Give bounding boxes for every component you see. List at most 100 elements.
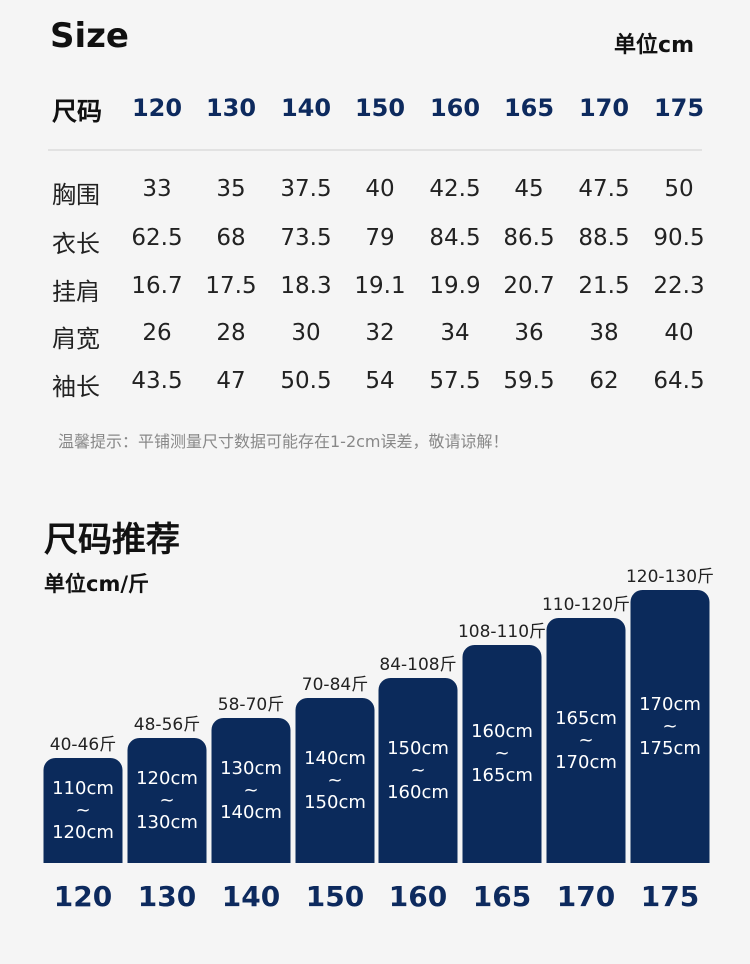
weight-range-label: 120-130斤	[625, 567, 715, 587]
height-from-label: 160cm	[471, 721, 533, 742]
measurement-cell: 64.5	[653, 368, 705, 394]
height-to-label: 120cm	[52, 821, 114, 843]
height-from-label: 150cm	[387, 737, 449, 759]
height-tilde: ~	[410, 759, 426, 781]
measurement-cell: 19.9	[429, 273, 481, 299]
measurement-cell: 40	[664, 320, 694, 346]
recommend-title: 尺码推荐	[44, 520, 180, 560]
measurement-cell: 47.5	[578, 176, 630, 202]
measurement-cell: 45	[514, 176, 544, 202]
recommend-size-label: 160	[388, 880, 448, 913]
measurement-row-label: 胸围	[52, 181, 100, 209]
measurement-row-label: 袖长	[52, 373, 100, 401]
measurement-cell: 42.5	[429, 176, 481, 202]
measurement-cell: 28	[216, 320, 246, 346]
recommend-size-label: 120	[53, 880, 113, 913]
measurement-cell: 68	[216, 225, 246, 251]
size-chart-title: Size	[50, 16, 129, 56]
height-to-label: 160cm	[387, 781, 449, 803]
height-tilde: ~	[662, 715, 678, 737]
height-from-label: 110cm	[52, 777, 114, 799]
recommend-bar: 130cm ~140cm	[211, 718, 291, 863]
recommend-size-label: 175	[640, 880, 700, 913]
height-tilde: ~	[327, 769, 343, 791]
size-header-cell: 175	[653, 94, 705, 122]
height-from-label: 170cm	[639, 693, 701, 715]
header-divider	[48, 149, 702, 151]
measurement-cell: 50	[664, 176, 694, 202]
recommend-bar: 110cm ~120cm	[43, 758, 123, 863]
weight-range-label: 84-108斤	[379, 655, 457, 675]
measurement-cell: 17.5	[205, 273, 257, 299]
recommend-size-label: 165	[472, 880, 532, 913]
measurement-cell: 38	[589, 320, 619, 346]
size-header-cell: 120	[131, 94, 183, 122]
measurement-cell: 73.5	[280, 225, 332, 251]
recommend-bar: 120cm ~130cm	[127, 738, 207, 863]
measurement-cell: 79	[365, 225, 395, 251]
height-from-label: 120cm	[136, 767, 198, 789]
weight-range-label: 48-56斤	[133, 715, 201, 735]
measurement-cell: 86.5	[503, 225, 555, 251]
height-to-label: 150cm	[304, 791, 366, 813]
weight-range-label: 40-46斤	[49, 735, 117, 755]
height-from-label: 140cm	[304, 747, 366, 769]
measurement-cell: 36	[514, 320, 544, 346]
recommend-bar: 165cm ~170cm	[546, 618, 626, 863]
recommend-bar: 140cm ~150cm	[295, 698, 375, 863]
measurement-cell: 88.5	[578, 225, 630, 251]
height-tilde: ~	[159, 789, 175, 811]
bar-height-range: 110cm ~120cm	[52, 778, 114, 844]
measurement-cell: 19.1	[354, 273, 406, 299]
size-header-cell: 130	[205, 94, 257, 122]
measurement-cell: 21.5	[578, 273, 630, 299]
measurement-cell: 37.5	[280, 176, 332, 202]
measurement-cell: 34	[440, 320, 470, 346]
measurement-cell: 18.3	[280, 273, 332, 299]
recommend-bar: 170cm ~175cm	[630, 590, 710, 863]
measurement-cell: 40	[365, 176, 395, 202]
measurement-cell: 20.7	[503, 273, 555, 299]
bar-height-range: 150cm ~160cm	[387, 738, 449, 804]
size-header-cell: 140	[280, 94, 332, 122]
measurement-cell: 32	[365, 320, 395, 346]
recommend-bar: 150cm ~160cm	[378, 678, 458, 863]
size-header-label: 尺码	[52, 97, 103, 126]
measurement-row-label: 衣长	[52, 230, 100, 258]
height-to-label: 130cm	[136, 811, 198, 833]
measurement-cell: 62.5	[131, 225, 183, 251]
bar-height-range: 130cm ~140cm	[220, 758, 282, 824]
measurement-cell: 84.5	[429, 225, 481, 251]
bar-height-range: 160cm ~165cm	[471, 721, 533, 787]
height-to-label: 140cm	[220, 801, 282, 823]
size-header-cell: 150	[354, 94, 406, 122]
measurement-row-label: 挂肩	[52, 278, 100, 306]
size-header-cell: 170	[578, 94, 630, 122]
height-tilde: ~	[75, 799, 91, 821]
height-tilde: ~	[578, 729, 594, 751]
weight-range-label: 108-110斤	[457, 622, 547, 642]
weight-range-label: 58-70斤	[217, 695, 285, 715]
measurement-cell: 47	[216, 368, 246, 394]
measurement-cell: 22.3	[653, 273, 705, 299]
measurement-cell: 59.5	[503, 368, 555, 394]
measurement-cell: 57.5	[429, 368, 481, 394]
measurement-cell: 90.5	[653, 225, 705, 251]
bar-height-range: 140cm ~150cm	[304, 748, 366, 814]
height-tilde: ~	[243, 779, 259, 801]
height-to-label: 170cm	[555, 751, 617, 773]
measurement-cell: 33	[142, 176, 172, 202]
bar-height-range: 170cm ~175cm	[639, 694, 701, 760]
recommend-size-label: 150	[305, 880, 365, 913]
height-tilde: ~	[494, 743, 510, 764]
recommend-size-label: 140	[221, 880, 281, 913]
bar-height-range: 165cm ~170cm	[555, 708, 617, 774]
weight-range-label: 70-84斤	[301, 675, 369, 695]
recommend-bar: 160cm ~165cm	[462, 645, 542, 863]
height-from-label: 130cm	[220, 757, 282, 779]
size-header-cell: 165	[503, 94, 555, 122]
bar-height-range: 120cm ~130cm	[136, 768, 198, 834]
height-to-label: 165cm	[471, 765, 533, 786]
measurement-cell: 50.5	[280, 368, 332, 394]
height-from-label: 165cm	[555, 707, 617, 729]
